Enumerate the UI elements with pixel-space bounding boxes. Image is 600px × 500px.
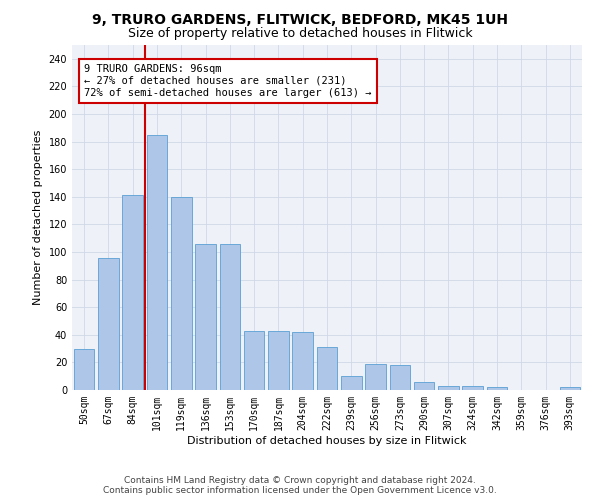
Bar [98,258,119,390]
Text: Contains HM Land Registry data © Crown copyright and database right 2024.
Contai: Contains HM Land Registry data © Crown c… [103,476,497,495]
Bar [268,330,289,390]
Bar [341,376,362,390]
Text: 9, TRURO GARDENS, FLITWICK, BEDFORD, MK45 1UH: 9, TRURO GARDENS, FLITWICK, BEDFORD, MK4… [92,12,508,26]
Bar [317,347,337,390]
Bar [414,382,434,390]
Text: Size of property relative to detached houses in Flitwick: Size of property relative to detached ho… [128,28,472,40]
Bar [195,244,216,390]
Bar [438,386,459,390]
Bar [487,387,508,390]
Bar [220,244,240,390]
Bar [389,365,410,390]
Bar [244,330,265,390]
Bar [365,364,386,390]
Y-axis label: Number of detached properties: Number of detached properties [33,130,43,305]
Bar [146,134,167,390]
Bar [292,332,313,390]
Bar [122,196,143,390]
Bar [171,197,191,390]
Bar [463,386,483,390]
Bar [560,387,580,390]
Bar [74,348,94,390]
X-axis label: Distribution of detached houses by size in Flitwick: Distribution of detached houses by size … [187,436,467,446]
Text: 9 TRURO GARDENS: 96sqm
← 27% of detached houses are smaller (231)
72% of semi-de: 9 TRURO GARDENS: 96sqm ← 27% of detached… [85,64,372,98]
